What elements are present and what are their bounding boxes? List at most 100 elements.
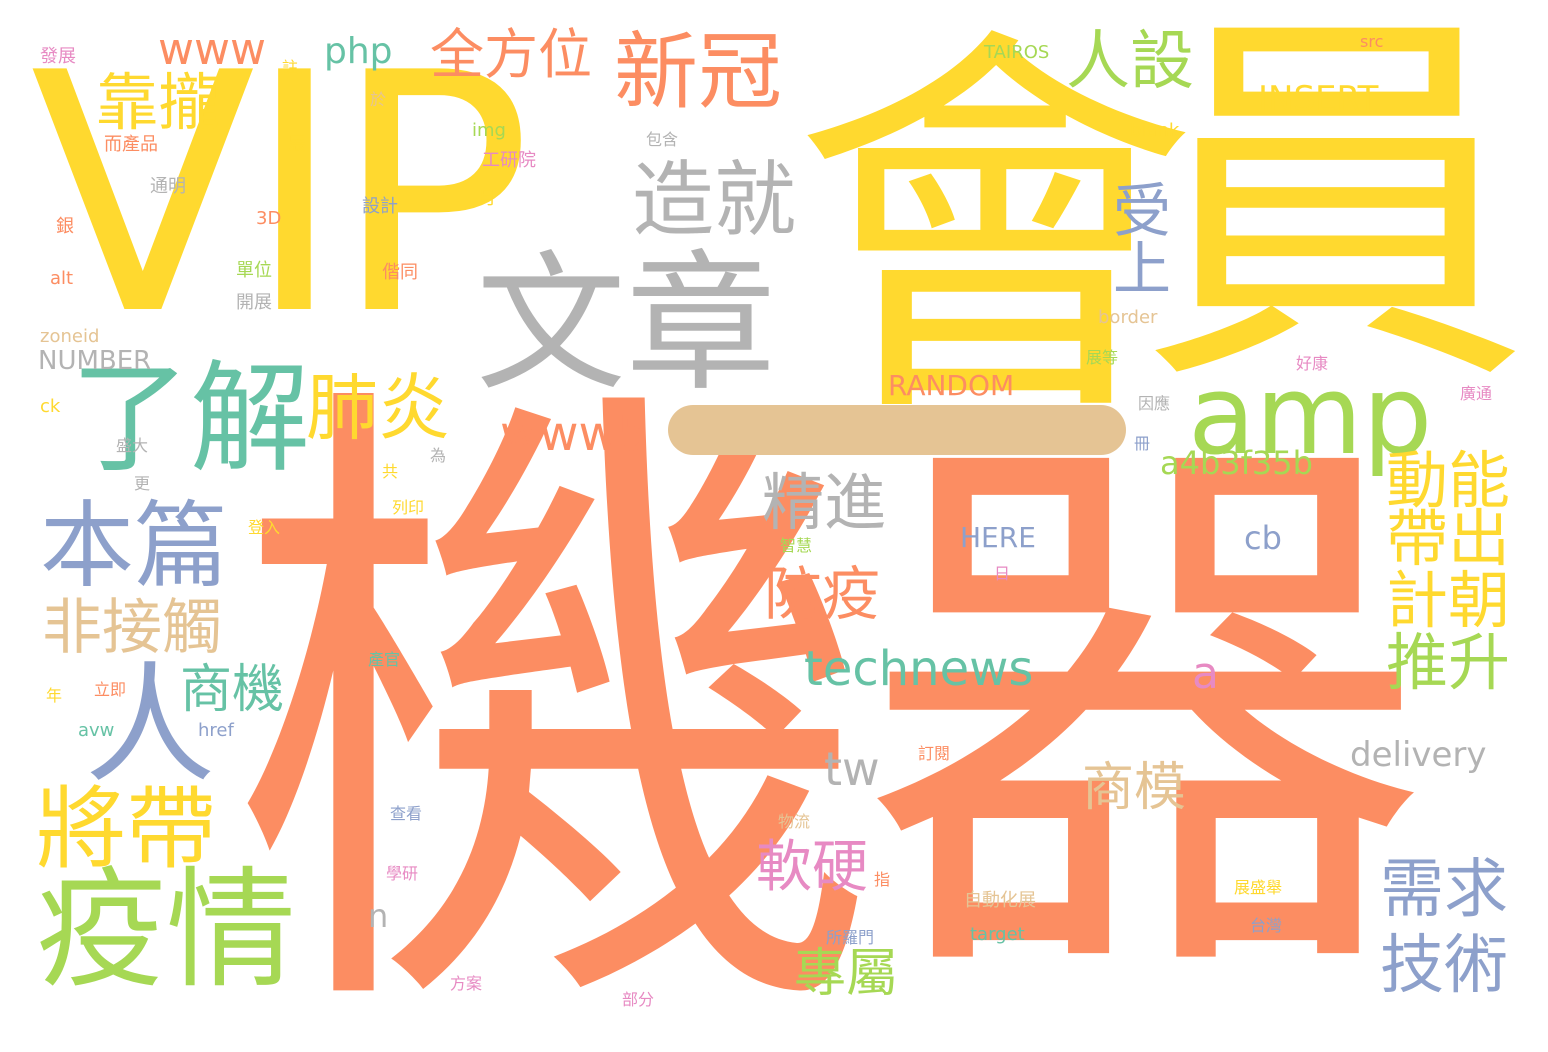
word-a: a	[1192, 648, 1219, 699]
word-gong: 共	[382, 462, 399, 481]
word-fangan: 方案	[450, 974, 483, 993]
word-yu: 於	[370, 90, 387, 109]
word-blank: blank	[1130, 120, 1180, 141]
word-haokang: 好康	[1296, 354, 1329, 373]
word-dongneng: 動能	[1386, 444, 1511, 517]
word-vip: VIP	[30, 3, 532, 387]
word-daichu: 帶出	[1386, 502, 1511, 575]
word-delivery: delivery	[1350, 735, 1487, 775]
word-avw: avw	[78, 720, 115, 741]
word-ruanying: 軟硬	[756, 835, 868, 900]
word-kaizhan: 開展	[236, 292, 272, 313]
word-baohan: 包含	[646, 130, 679, 149]
word-zhandeng: 展等	[1086, 348, 1119, 367]
word-here: HERE	[960, 521, 1036, 554]
word-yiqing: 疫情	[36, 854, 297, 1006]
word-fangyi: 防疫	[764, 560, 881, 628]
word-n: n	[368, 897, 389, 935]
word-a4b3f35b: a4b3f35b	[1160, 444, 1313, 482]
word-bufen: 部分	[622, 990, 655, 1009]
word-3d: 3D	[256, 208, 282, 229]
word-quanfangwei: 全方位	[430, 23, 592, 86]
word-tongming: 通明	[150, 176, 186, 197]
word-ck: ck	[40, 396, 61, 417]
word-erchanpin: 而產品	[104, 134, 158, 155]
word-tw: tw	[824, 742, 880, 796]
word-xueyan: 學研	[386, 864, 419, 883]
word-zhuanshu: 專屬	[794, 944, 899, 1004]
word-zhu: 註	[282, 58, 299, 77]
word-shangji: 商機	[180, 660, 285, 720]
word-yuan: 員	[1140, 0, 1530, 432]
word-qi: 器	[860, 383, 1430, 1046]
word-border: border	[1098, 307, 1158, 328]
word-tairos: TAIROS	[984, 42, 1050, 63]
word-liji: 立即	[94, 680, 127, 699]
word-alt: alt	[50, 268, 74, 289]
word-amp: amp	[1188, 351, 1433, 479]
word-geng: 更	[134, 474, 151, 493]
word-jichao: 計朝	[1386, 564, 1511, 637]
word-taiwan: 台灣	[1250, 916, 1283, 935]
word-www: www	[158, 24, 266, 75]
word-jishu: 技術	[1380, 929, 1508, 1003]
word-zhi: 指	[874, 870, 891, 889]
word-insert: INSERT	[1258, 79, 1379, 119]
word-danwei: 單位	[236, 260, 272, 281]
word-wei: 為	[430, 446, 447, 465]
word-kaolong: 靠攏	[96, 66, 221, 139]
word-xuqiu: 需求	[1380, 853, 1508, 927]
word-dingyue: 訂閱	[918, 744, 951, 763]
word-yue: 月	[478, 188, 496, 209]
word-xinguan: 新冠	[614, 23, 783, 121]
word-zoneid: zoneid	[40, 326, 100, 347]
word-wuliu: 物流	[778, 812, 811, 831]
word-liaojie: 了解	[70, 350, 310, 489]
word-ren: 人	[85, 649, 216, 801]
word-fazhan: 發展	[40, 46, 76, 67]
word-zidonghua: 自動化展	[964, 890, 1036, 911]
word-www5: www5	[500, 406, 649, 462]
word-jingjin: 精進	[762, 466, 887, 539]
word-sheji: 設計	[362, 196, 398, 217]
word-yinying: 因應	[1138, 394, 1171, 413]
word-benpian: 本篇	[40, 492, 229, 601]
word-renshe: 人設	[1066, 25, 1194, 99]
word-ri: 日	[994, 564, 1011, 583]
word-zhan: 展	[288, 134, 306, 155]
decorative-bar	[668, 405, 1126, 455]
word-technews: technews	[804, 641, 1034, 697]
word-jiangdai: 將帶	[36, 777, 216, 882]
word-shoushang: 受上	[1103, 180, 1171, 296]
word-zhihui: 智慧	[780, 536, 813, 555]
word-liechu: 列印	[392, 498, 425, 517]
word-chakan: 查看	[390, 804, 423, 823]
word-tuisheng: 推升	[1386, 626, 1511, 699]
word-shengju: 展盛舉	[1234, 878, 1283, 897]
word-ce: 冊	[1134, 434, 1151, 453]
word-jietong: 偕同	[382, 262, 418, 283]
word-dengru: 登入	[248, 518, 281, 537]
word-guangtong: 廣通	[1460, 384, 1493, 403]
word-feiyan: 肺炎	[306, 366, 451, 450]
word-hui: 會	[792, 0, 1197, 468]
word-yin: 銀	[56, 216, 74, 237]
word-cb: cb	[1244, 519, 1282, 557]
word-nian: 年	[46, 686, 63, 705]
word-random: RANDOM	[888, 369, 1015, 402]
word-target: target	[970, 924, 1025, 945]
word-suoluomen: 所羅門	[826, 928, 875, 947]
word-chanjuan: 產官	[368, 650, 401, 669]
word-ji: 機	[230, 337, 880, 1052]
word-shangmo: 商模	[1082, 758, 1187, 818]
word-img: img	[472, 120, 506, 141]
word-wenzhang: 文章	[476, 238, 777, 412]
word-href: href	[198, 720, 234, 741]
word-zaojiu: 造就	[632, 153, 797, 248]
word-php: php	[324, 31, 393, 72]
word-shengda: 盛大	[116, 436, 149, 455]
word-src: src	[1360, 32, 1384, 51]
word-gongyanyuan: 工研院	[482, 150, 536, 171]
word-number: NUMBER	[38, 346, 152, 376]
